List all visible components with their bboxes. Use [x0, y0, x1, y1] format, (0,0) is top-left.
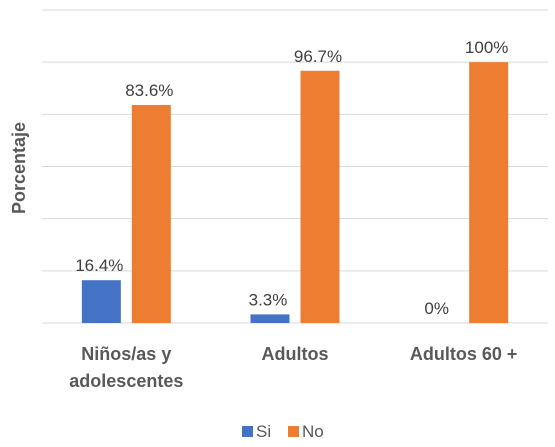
data-labels: 16.4% 83.6% 3.3% 96.7% 0% 100%	[75, 38, 508, 318]
category-axis: Niños/as y adolescentes Adultos Adultos 60 …	[69, 344, 517, 391]
category-tick-label: adolescentes	[69, 371, 183, 391]
data-label-no-0: 83.6%	[125, 81, 173, 100]
category-tick-label: Niños/as y	[81, 344, 171, 364]
category-tick-label: Adultos 60 +	[410, 344, 518, 364]
data-label-no-2: 100%	[465, 38, 508, 57]
data-label-no-1: 96.7%	[294, 47, 342, 66]
legend-label-si: Si	[256, 422, 271, 441]
bar-no-0	[131, 104, 171, 324]
bar-no-1	[300, 70, 340, 323]
data-label-si-1: 3.3%	[249, 290, 288, 309]
legend-swatch-si	[242, 426, 253, 437]
category-tick-label: Adultos	[262, 344, 329, 364]
data-label-si-0: 16.4%	[75, 256, 123, 275]
legend: Si No	[242, 422, 324, 441]
data-label-si-2: 0%	[424, 299, 449, 318]
gridlines	[42, 9, 548, 324]
bar-si-1	[250, 314, 290, 323]
bar-no-2	[469, 62, 509, 324]
y-axis-title: Porcentaje	[9, 122, 29, 214]
bars	[81, 62, 509, 324]
legend-label-no: No	[302, 422, 324, 441]
legend-swatch-no	[288, 426, 299, 437]
bar-si-0	[81, 280, 121, 323]
